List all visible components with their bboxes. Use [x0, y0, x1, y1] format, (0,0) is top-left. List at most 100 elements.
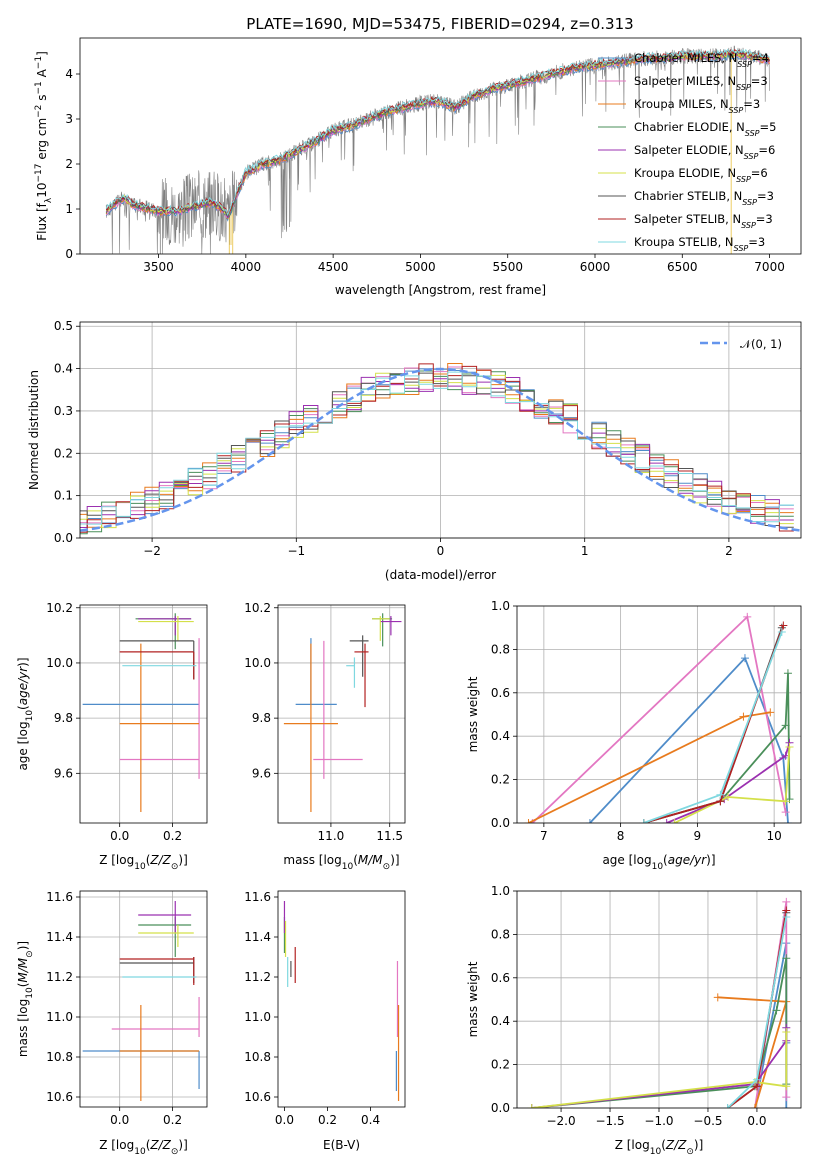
y-tick-label: 0.2	[491, 773, 510, 787]
x-tick-label: 10	[766, 829, 781, 843]
label-part: 10	[134, 1147, 146, 1157]
label-part: −17	[34, 164, 44, 183]
legend-text: Salpeter STELIB, N	[634, 212, 741, 226]
legend-sub: SSP	[741, 221, 756, 230]
x-tick-label: 4000	[231, 260, 262, 274]
label-part: age/yr	[16, 666, 30, 705]
age-vs-metallicity-panel: 0.0 0.29.69.810.010.2Z [log10(Z/Z⊙)]age […	[16, 601, 208, 872]
label-part: (	[661, 1138, 666, 1152]
label-part: erg cm	[35, 118, 49, 164]
y-axis-label: mass weight	[466, 676, 480, 752]
y-tick-label: 11.6	[46, 890, 73, 904]
ssp-weight-line	[643, 627, 783, 823]
mass-weight-vs-metallicity-panel: −2.0 −1.5 −1.0 −0.5 0.0 0.0 0.2 0.4 0.6 0.8 1.0 Z […	[466, 884, 802, 1157]
label-part: Z [log	[99, 1138, 134, 1152]
label-part: )]	[706, 853, 715, 867]
label-part: Z [log	[99, 853, 134, 867]
legend-tail: =3	[751, 74, 768, 88]
ssp-marker	[743, 612, 752, 621]
y-tick-label: 4	[65, 67, 73, 81]
label-part: Flux [f	[35, 202, 49, 240]
residual-histogram	[80, 372, 794, 528]
ssp-weight-line	[666, 742, 791, 823]
axes-frame	[516, 605, 802, 824]
legend-text: Chabrier MILES, N	[634, 51, 737, 65]
x-tick-label: 7000	[754, 260, 785, 274]
ssp-marker	[740, 654, 749, 663]
legend-tail: =4	[752, 51, 769, 65]
ssp-marker	[777, 628, 786, 637]
axes-frame	[79, 890, 208, 1108]
y-tick-label: 11.6	[244, 890, 271, 904]
ssp-marker	[662, 819, 671, 823]
legend-tail: =6	[751, 166, 768, 180]
y-tick-label: 0.6	[491, 686, 510, 700]
label-part: ⊙	[171, 1147, 179, 1157]
ssp-marker	[781, 808, 790, 817]
legend-tail: =3	[756, 212, 773, 226]
x-tick-label: 2	[725, 544, 733, 558]
legend-text: Salpeter ELODIE, N	[634, 143, 744, 157]
label-part: −1	[34, 81, 44, 94]
label-part: )]	[16, 657, 30, 666]
ssp-marker	[782, 1082, 791, 1091]
legend-sub: SSP	[744, 152, 759, 161]
label-part: λ	[44, 197, 54, 203]
legend-text: Kroupa MILES, N	[634, 97, 729, 111]
x-tick-label: −1.0	[644, 1114, 673, 1128]
legend-sub: SSP	[729, 106, 744, 115]
figure-title: PLATE=1690, MJD=53475, FIBERID=0294, z=0…	[246, 15, 633, 33]
label-part: Z/Z	[149, 853, 171, 867]
ssp-weight-line	[528, 711, 771, 823]
y-tick-label: 0.4	[54, 362, 73, 376]
ssp-marker	[772, 1006, 781, 1015]
x-tick-label: 0	[437, 544, 445, 558]
y-tick-label: 11.2	[46, 970, 73, 984]
y-tick-label: 11.0	[244, 1010, 271, 1024]
x-axis-label: wavelength [Angstrom, rest frame]	[335, 283, 546, 297]
x-tick-label: 0.2	[163, 1113, 182, 1127]
y-tick-label: 0.1	[54, 489, 73, 503]
y-axis-label: mass [log10(M/M⊙)]	[16, 941, 35, 1057]
label-part: mass [log	[16, 999, 30, 1057]
normal-curve	[80, 367, 801, 532]
y-tick-label: 0.4	[491, 729, 510, 743]
label-part: ]	[35, 51, 49, 56]
y-tick-label: 0.4	[491, 1014, 510, 1028]
ssp-marker	[527, 1104, 536, 1108]
x-tick-label: 0.0	[747, 1114, 766, 1128]
label-part: (	[663, 853, 668, 867]
legend-entry: Salpeter STELIB, NSSP=3	[634, 212, 773, 230]
label-part: 10	[35, 183, 49, 198]
y-tick-label: 0.0	[491, 816, 510, 830]
ssp-marker	[783, 669, 792, 678]
axes-frame	[277, 890, 406, 1108]
residual-histogram	[80, 372, 794, 529]
legend-entry: Chabrier STELIB, NSSP=3	[634, 189, 774, 207]
legend-entry: Kroupa MILES, NSSP=3	[634, 97, 760, 115]
y-tick-label: 10.0	[244, 656, 271, 670]
legend-tail: =6	[758, 143, 775, 157]
ssp-weight-line	[643, 625, 785, 823]
x-tick-label: 1	[581, 544, 589, 558]
x-tick-label: 11.0	[318, 829, 345, 843]
legend-entry: Kroupa STELIB, NSSP=3	[634, 235, 765, 253]
x-tick-label: 0.2	[163, 829, 182, 843]
ssp-marker	[782, 1028, 791, 1037]
ssp-marker	[752, 1075, 761, 1084]
legend-entry: Salpeter ELODIE, NSSP=6	[634, 143, 775, 161]
x-axis-label: age [log10(age/yr)]	[602, 853, 715, 872]
ssp-marker	[739, 712, 748, 721]
x-axis-label: Z [log10(Z/Z⊙)]	[99, 1138, 188, 1157]
x-tick-label: 0.4	[361, 1113, 380, 1127]
axes-frame	[79, 604, 208, 824]
residual-histogram	[80, 368, 794, 532]
label-part: 10	[650, 1147, 662, 1157]
label-part: Z/Z	[665, 1138, 687, 1152]
y-tick-label: 9.8	[54, 711, 73, 725]
ssp-weight-line	[531, 615, 787, 823]
x-tick-label: −2	[143, 544, 161, 558]
ssp-marker	[724, 792, 733, 801]
